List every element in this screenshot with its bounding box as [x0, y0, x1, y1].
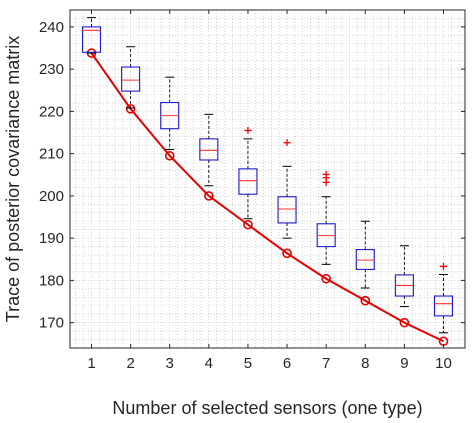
- y-tick-label: 210: [39, 146, 64, 163]
- grid: [70, 9, 465, 349]
- plot-frame: [69, 9, 466, 349]
- y-tick-label: 230: [39, 61, 64, 78]
- box-iqr: [238, 168, 258, 195]
- box-iqr: [81, 26, 102, 53]
- y-tick-label: 190: [39, 230, 64, 247]
- x-tick-label: 6: [283, 355, 291, 372]
- box-4: [199, 113, 219, 187]
- box-iqr: [355, 249, 375, 270]
- series-point: [282, 248, 292, 259]
- series-point: [360, 295, 371, 306]
- series-point: [243, 219, 253, 230]
- series-point: [321, 273, 331, 284]
- box-10: [433, 262, 454, 334]
- box-iqr: [121, 66, 141, 92]
- series-point: [125, 104, 136, 114]
- x-tick-label: 2: [126, 355, 134, 372]
- box-1: [81, 17, 102, 54]
- box-9: [394, 245, 414, 308]
- y-tick-label: 170: [39, 315, 64, 332]
- x-tick-label: 3: [166, 355, 174, 372]
- outlier-marker: [244, 126, 252, 134]
- x-tick-label: 4: [205, 355, 213, 372]
- series-point: [399, 317, 410, 328]
- box-2: [121, 46, 141, 109]
- y-axis-label: Trace of posterior covariance matrix: [3, 36, 23, 322]
- y-tick-label: 180: [39, 272, 64, 289]
- x-tick-label: 1: [87, 355, 95, 372]
- box-3: [160, 76, 180, 150]
- axes: 1 2 3 4 5 6 7 8 9 10 170 180 190 200 210 220 230 240: [39, 9, 466, 372]
- box-8: [355, 220, 375, 289]
- x-tick-label: 9: [400, 355, 408, 372]
- box-iqr: [433, 295, 454, 317]
- box-iqr: [199, 138, 219, 161]
- series-point: [204, 191, 214, 201]
- box-7: [316, 170, 336, 265]
- y-tick-label: 240: [39, 19, 64, 36]
- outlier-marker: [439, 262, 447, 270]
- outlier-marker: [322, 170, 330, 178]
- x-tick-label: 8: [361, 355, 369, 372]
- x-axis-label: Number of selected sensors (one type): [112, 398, 422, 418]
- series-line: [90, 52, 444, 343]
- x-tick-label: 10: [435, 355, 452, 372]
- series-point: [164, 150, 175, 161]
- boxes: [81, 17, 454, 334]
- box-6: [277, 139, 297, 239]
- y-tick-label: 200: [39, 188, 64, 205]
- x-tick-label: 7: [322, 355, 330, 372]
- y-tick-label: 220: [39, 103, 64, 120]
- outlier-marker: [283, 139, 291, 147]
- x-tick-label: 5: [244, 355, 252, 372]
- line-series: [86, 48, 449, 347]
- box-iqr: [277, 196, 297, 224]
- box-5: [238, 126, 258, 220]
